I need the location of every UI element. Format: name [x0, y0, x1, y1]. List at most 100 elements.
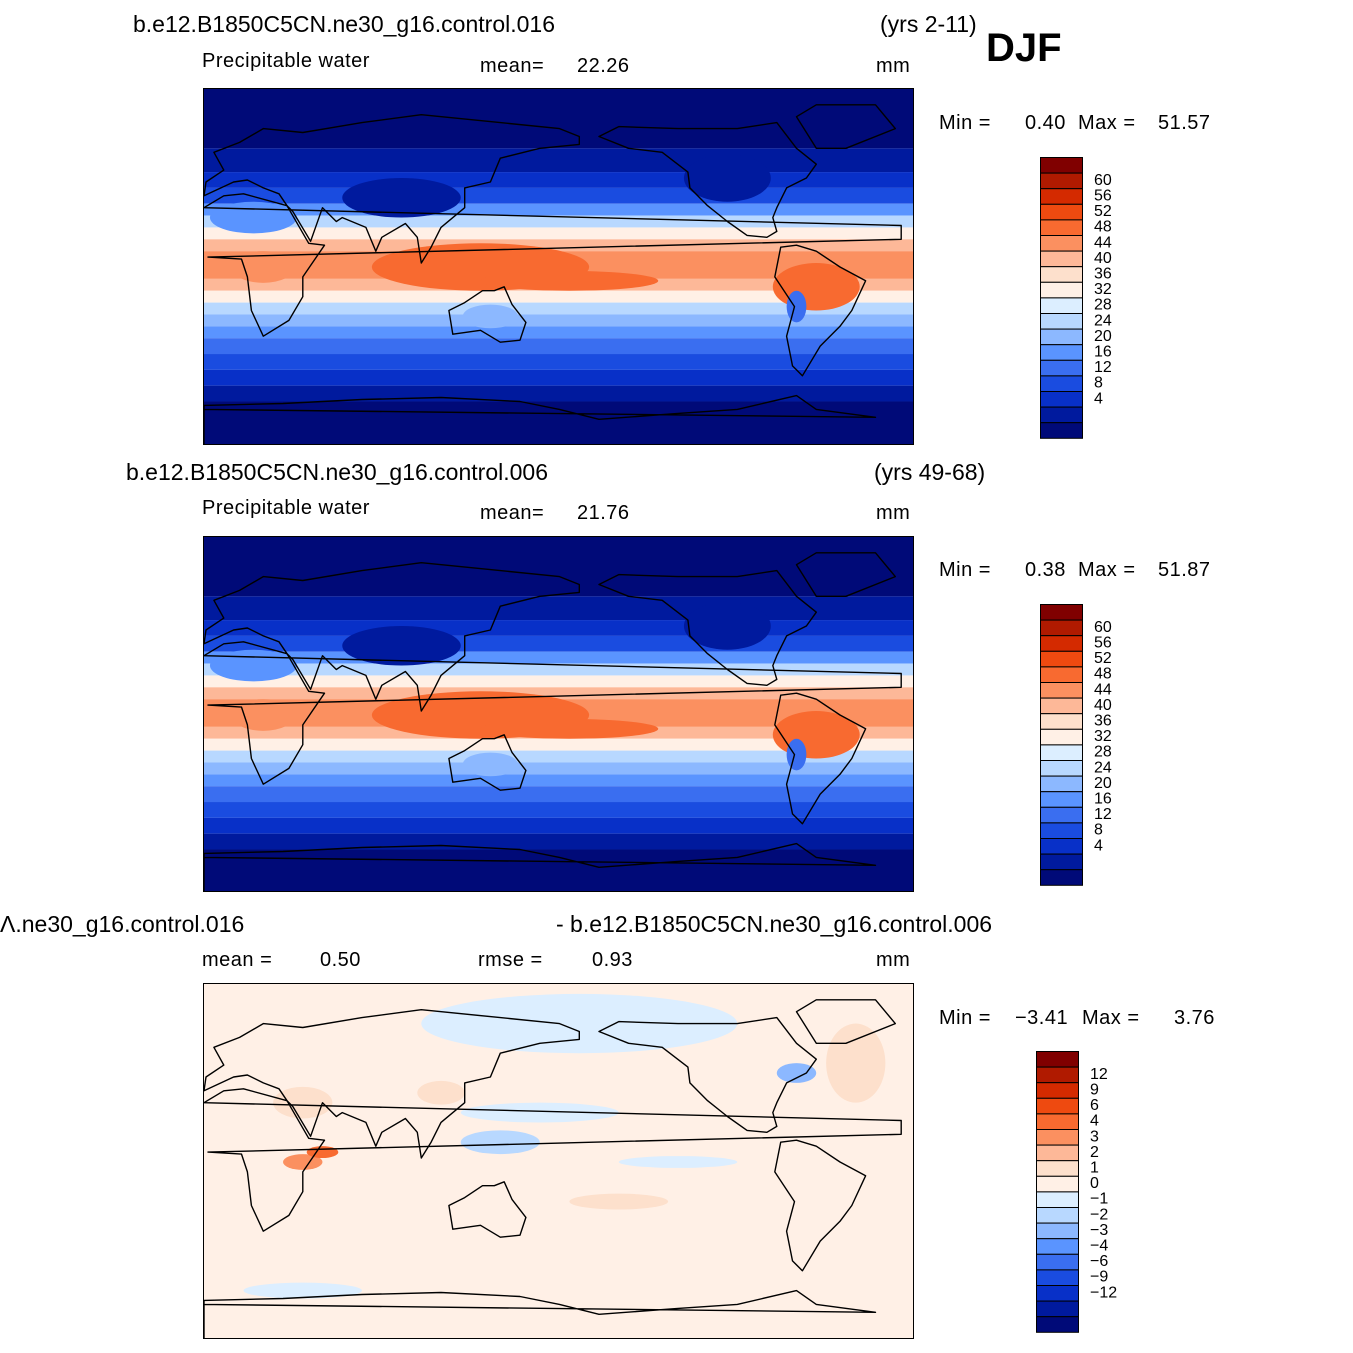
field-contour — [209, 201, 297, 234]
panel3-units: mm — [876, 949, 911, 971]
panel2-case-name: b.e12.B1850C5CN.ne30_g16.control.006 — [126, 459, 548, 485]
field-band — [204, 849, 913, 891]
colorbar-label: 20 — [1094, 328, 1112, 345]
colorbar-label: 6 — [1090, 1097, 1099, 1114]
colorbar-swatch — [1040, 822, 1083, 839]
field-band — [204, 651, 913, 664]
colorbar-swatch — [1040, 313, 1083, 330]
panel3-mean-label: mean = — [202, 949, 273, 971]
panel2-min-value: 0.38 — [1025, 559, 1066, 581]
colorbar-label: 48 — [1094, 219, 1112, 236]
field-contour — [683, 154, 771, 202]
panel3-case-name-right: - b.e12.B1850C5CN.ne30_g16.control.006 — [556, 911, 993, 937]
panel3-max-label: Max = — [1082, 1007, 1140, 1029]
colorbar-label: 44 — [1094, 234, 1112, 251]
colorbar-swatch — [1036, 1113, 1079, 1131]
field-band — [204, 738, 913, 751]
colorbar-label: 32 — [1094, 728, 1112, 745]
colorbar-label: 60 — [1094, 172, 1112, 189]
field-band — [204, 596, 913, 621]
colorbar-swatch — [1040, 235, 1083, 252]
colorbar-swatch — [1040, 838, 1083, 855]
field-band — [204, 187, 913, 204]
field-band — [204, 148, 913, 173]
colorbar-swatch — [1040, 281, 1083, 299]
colorbar-label: 36 — [1094, 266, 1112, 283]
colorbar-label: 24 — [1094, 312, 1112, 329]
colorbar-label: −1 — [1090, 1191, 1108, 1208]
land-outline — [448, 734, 527, 791]
land-outline — [204, 1289, 877, 1338]
colorbar-swatch — [1040, 744, 1083, 761]
land-outline — [795, 104, 896, 149]
panel3-map — [203, 983, 914, 1339]
colorbar-label: 48 — [1094, 666, 1112, 683]
colorbar-label: 4 — [1090, 1113, 1099, 1130]
panel1-max-value: 51.57 — [1158, 112, 1211, 134]
colorbar-swatch — [1040, 713, 1083, 730]
panel1-map — [203, 88, 914, 445]
colorbar-label: 52 — [1094, 203, 1112, 220]
colorbar-swatch — [1040, 250, 1083, 268]
colorbar-swatch — [1040, 682, 1083, 699]
panel3-colorbar: 12 9 6 4 3 2 1 0 −1 −2 −3 −4 −6 −9 −12 — [1036, 1051, 1146, 1334]
colorbar-swatch — [1036, 1129, 1079, 1146]
season-label: DJF — [986, 26, 1062, 70]
land-outline — [204, 394, 877, 444]
field-contour — [786, 738, 807, 771]
colorbar-label: 3 — [1090, 1128, 1099, 1145]
field-contour — [421, 993, 738, 1054]
panel1-mean-value: 22.26 — [577, 55, 630, 77]
colorbar-label: −9 — [1090, 1269, 1108, 1286]
panel3-mean-value: 0.50 — [320, 949, 361, 971]
colorbar-swatch — [1040, 266, 1083, 283]
panel3-case-name-left: Ʌ.ne30_g16.control.016 — [0, 911, 245, 937]
land-outline — [204, 562, 580, 712]
colorbar-swatch — [1036, 1097, 1079, 1115]
field-band — [204, 354, 913, 370]
panel1-colorbar: 60 56 52 48 44 40 36 32 28 24 20 16 12 8 4 — [1040, 157, 1150, 440]
panel1-mean-label: mean= — [480, 55, 545, 77]
colorbar-label: 40 — [1094, 697, 1112, 714]
colorbar-swatch — [1040, 775, 1083, 793]
colorbar-swatch — [1040, 728, 1083, 746]
field-band — [204, 663, 913, 676]
land-outline — [795, 999, 896, 1044]
field-band — [204, 675, 913, 688]
colorbar-label: 2 — [1090, 1144, 1099, 1161]
colorbar-swatch — [1040, 188, 1083, 205]
land-outline — [795, 552, 896, 597]
field-contour — [786, 290, 807, 323]
field-contour — [569, 1193, 669, 1210]
colorbar-swatch — [1040, 697, 1083, 715]
colorbar-label: 40 — [1094, 250, 1112, 267]
colorbar-label: 8 — [1094, 375, 1103, 392]
colorbar-swatch — [1036, 1316, 1079, 1333]
panel3-min-value: −3.41 — [1015, 1007, 1069, 1029]
land-outline — [774, 1139, 867, 1272]
field-band — [204, 326, 913, 339]
colorbar-label: 4 — [1094, 837, 1103, 854]
field-band — [204, 172, 913, 188]
colorbar-swatch — [1040, 406, 1083, 424]
colorbar-swatch — [1040, 203, 1083, 221]
colorbar-swatch — [1040, 391, 1083, 408]
colorbar-label: 9 — [1090, 1082, 1099, 1099]
field-band — [204, 537, 913, 597]
panel1-case-name: b.e12.B1850C5CN.ne30_g16.control.016 — [133, 11, 555, 37]
colorbar-swatch — [1036, 1051, 1079, 1068]
colorbar-label: 56 — [1094, 188, 1112, 205]
panel3-rmse-label: rmse = — [478, 949, 543, 971]
land-outline — [204, 114, 580, 264]
field-contour — [480, 270, 659, 291]
colorbar-swatch — [1040, 604, 1083, 621]
colorbar-swatch — [1036, 1160, 1079, 1177]
colorbar-label: 24 — [1094, 759, 1112, 776]
panel2-mean-value: 21.76 — [577, 502, 630, 524]
field-band — [204, 338, 913, 355]
colorbar-swatch — [1036, 1175, 1079, 1193]
field-contour — [306, 1146, 339, 1159]
field-band — [204, 227, 913, 240]
field-contour — [683, 602, 771, 650]
field-contour — [460, 1130, 540, 1155]
